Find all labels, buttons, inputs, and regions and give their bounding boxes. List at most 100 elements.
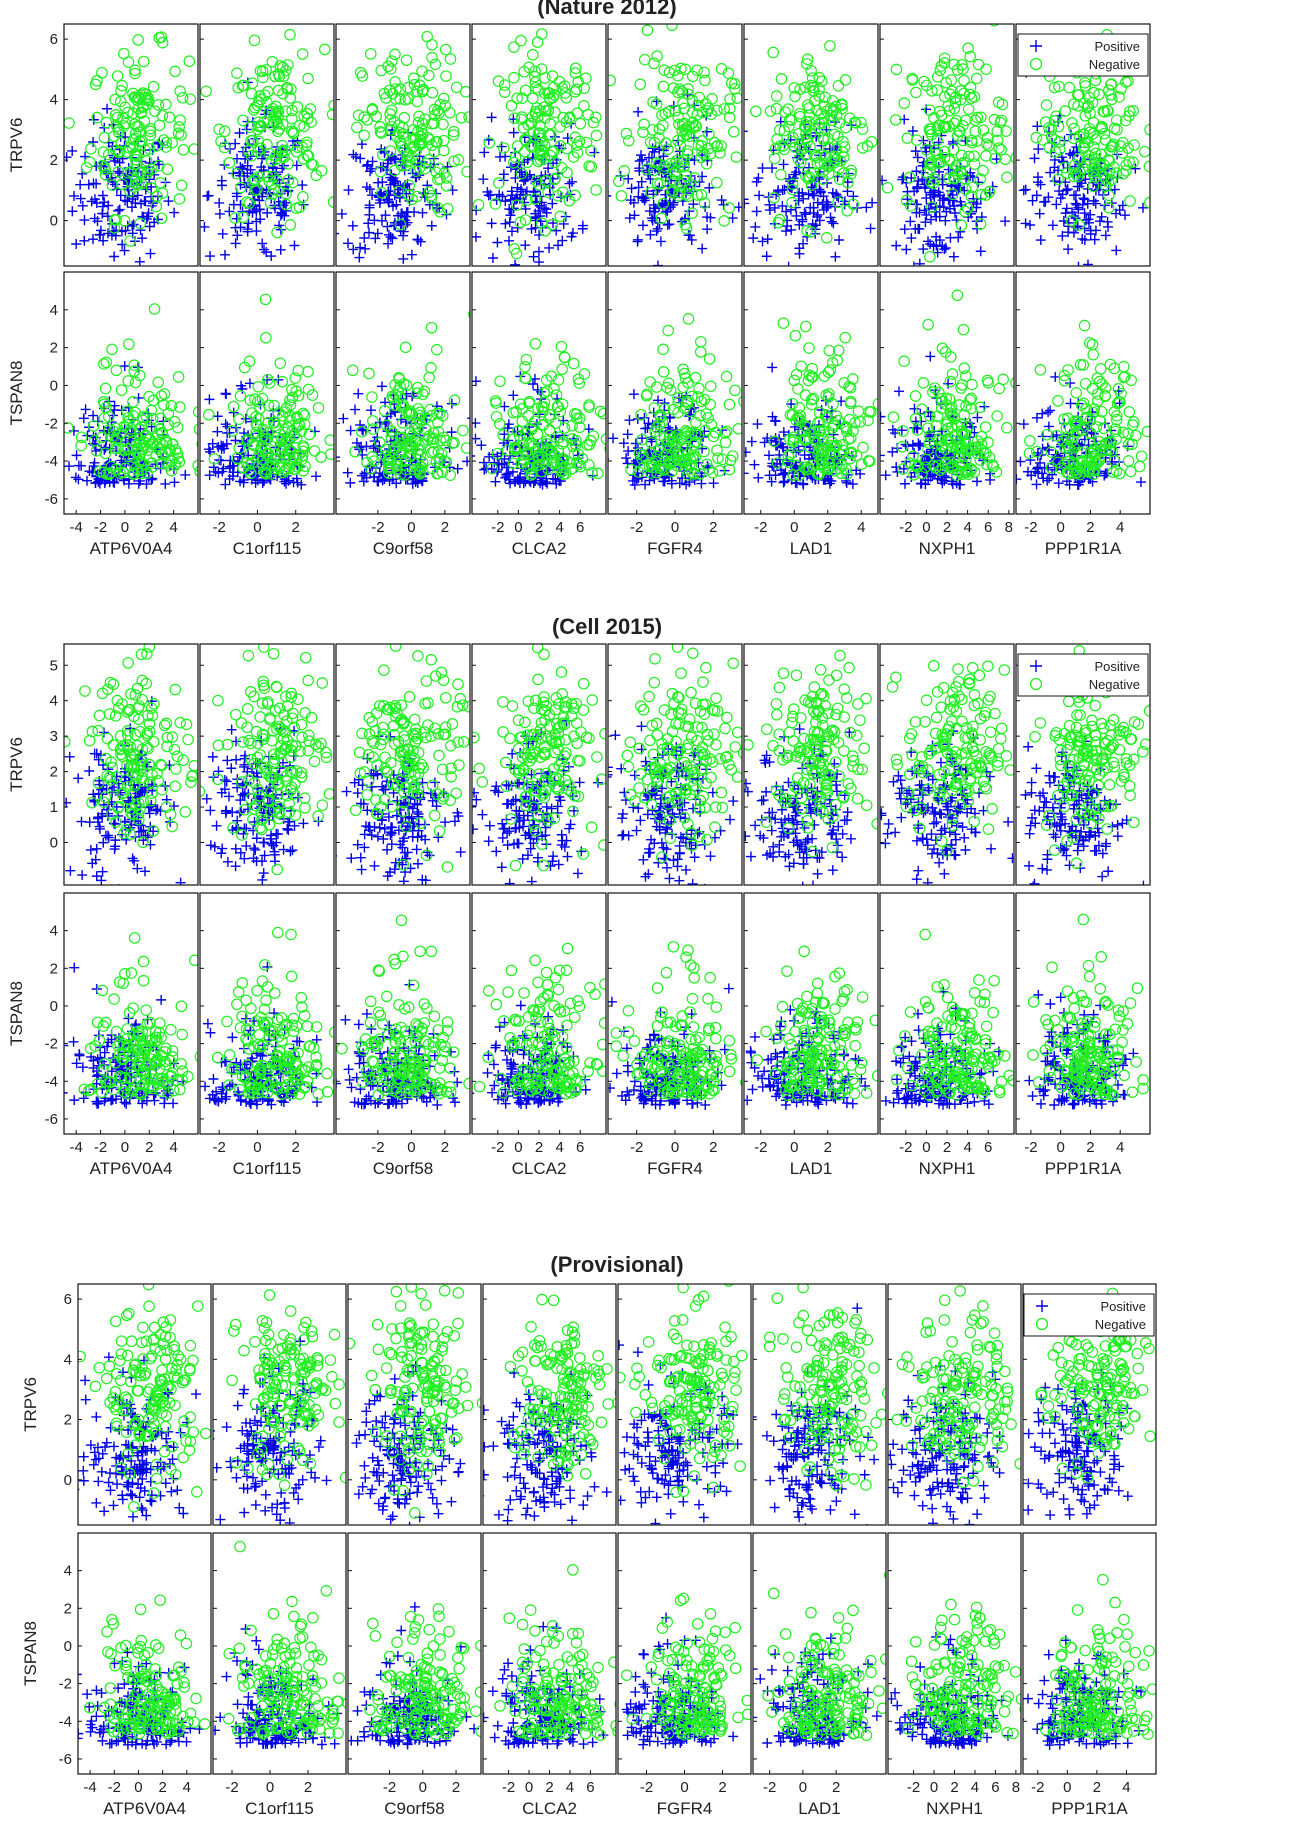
negative-point xyxy=(472,198,485,211)
positive-point xyxy=(880,450,885,461)
negative-point xyxy=(99,382,112,395)
positive-point xyxy=(632,234,643,245)
negative-point xyxy=(114,95,127,108)
negative-point xyxy=(940,76,952,89)
negative-point xyxy=(271,118,283,130)
negative-point xyxy=(444,53,457,65)
positive-point xyxy=(512,474,523,485)
negative-point xyxy=(549,173,561,185)
positive-point xyxy=(87,234,98,245)
negative-point xyxy=(522,409,535,422)
negative-point xyxy=(117,112,129,124)
positive-point xyxy=(257,238,268,249)
positive-point xyxy=(224,473,235,484)
negative-point xyxy=(1068,132,1080,145)
negative-point xyxy=(926,201,938,214)
negative-point xyxy=(440,456,453,468)
negative-point xyxy=(85,142,97,155)
positive-point xyxy=(770,416,781,427)
positive-point xyxy=(533,205,544,216)
negative-point xyxy=(358,111,370,123)
negative-point xyxy=(667,435,679,448)
positive-point xyxy=(557,235,568,246)
negative-point xyxy=(289,372,301,384)
negative-point xyxy=(771,457,784,469)
positive-point xyxy=(662,206,673,217)
negative-point xyxy=(379,443,392,456)
positive-point xyxy=(1072,479,1083,490)
negative-point xyxy=(440,70,452,82)
negative-point xyxy=(165,400,178,412)
negative-point xyxy=(546,70,559,82)
negative-point xyxy=(662,435,675,448)
positive-point xyxy=(134,256,145,266)
negative-point xyxy=(97,466,110,479)
negative-point xyxy=(807,84,820,97)
positive-point xyxy=(88,410,99,421)
negative-point xyxy=(828,150,841,163)
negative-point xyxy=(526,420,539,433)
negative-point xyxy=(261,432,273,445)
negative-point xyxy=(134,436,147,449)
negative-point xyxy=(151,441,163,453)
positive-point xyxy=(1089,234,1100,245)
positive-point xyxy=(79,215,90,226)
positive-point xyxy=(505,194,516,205)
negative-point xyxy=(890,63,903,76)
negative-point xyxy=(590,129,603,142)
negative-point xyxy=(131,120,143,133)
positive-point xyxy=(79,235,90,246)
chart-title: (Nature 2012) xyxy=(537,0,676,19)
positive-point xyxy=(791,167,802,178)
negative-point xyxy=(944,375,957,388)
negative-point xyxy=(514,216,527,229)
positive-point xyxy=(861,202,872,213)
negative-point xyxy=(432,426,445,438)
positive-point xyxy=(476,440,487,451)
positive-point xyxy=(1077,261,1080,266)
negative-point xyxy=(127,107,139,120)
positive-point xyxy=(1033,468,1044,479)
negative-point xyxy=(492,75,505,88)
positive-point xyxy=(622,429,633,440)
negative-point xyxy=(486,462,499,475)
negative-point xyxy=(290,385,302,398)
positive-point xyxy=(1111,245,1122,256)
positive-point xyxy=(390,407,401,418)
negative-point xyxy=(645,446,657,459)
negative-point xyxy=(520,134,532,147)
positive-point xyxy=(383,238,394,249)
negative-point xyxy=(991,125,1004,137)
negative-point xyxy=(245,87,258,100)
positive-point xyxy=(688,273,698,283)
negative-point xyxy=(924,250,936,263)
negative-point xyxy=(682,83,694,95)
negative-point xyxy=(1123,155,1135,168)
negative-point xyxy=(1010,377,1014,389)
positive-point xyxy=(636,176,647,187)
positive-point xyxy=(202,191,213,202)
positive-point xyxy=(144,221,155,232)
positive-point xyxy=(943,378,954,389)
positive-point xyxy=(1135,477,1146,488)
negative-point xyxy=(252,381,265,393)
negative-point xyxy=(391,131,403,143)
negative-point xyxy=(1084,126,1096,138)
positive-point xyxy=(146,181,157,192)
block-1: (Nature 2012)TRPV60246TSPAN8-6-4-2024-4-… xyxy=(7,0,1151,558)
positive-point xyxy=(907,439,918,450)
positive-point xyxy=(505,478,516,489)
negative-point xyxy=(806,72,819,84)
positive-point xyxy=(543,163,554,174)
positive-point xyxy=(940,215,951,226)
positive-point xyxy=(925,239,936,250)
negative-point xyxy=(904,457,916,470)
positive-point xyxy=(376,215,387,226)
positive-point xyxy=(689,474,700,485)
negative-point xyxy=(958,435,971,448)
negative-point xyxy=(695,151,707,164)
negative-point xyxy=(439,43,452,56)
positive-point xyxy=(228,407,239,418)
negative-point xyxy=(674,139,687,152)
